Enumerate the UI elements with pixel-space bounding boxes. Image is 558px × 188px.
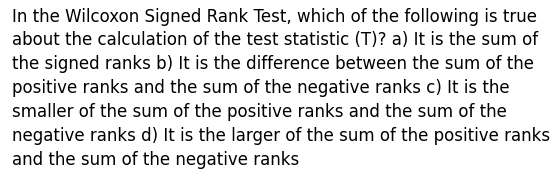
- Text: In the Wilcoxon Signed Rank Test, which of the following is true
about the calcu: In the Wilcoxon Signed Rank Test, which …: [12, 8, 550, 169]
